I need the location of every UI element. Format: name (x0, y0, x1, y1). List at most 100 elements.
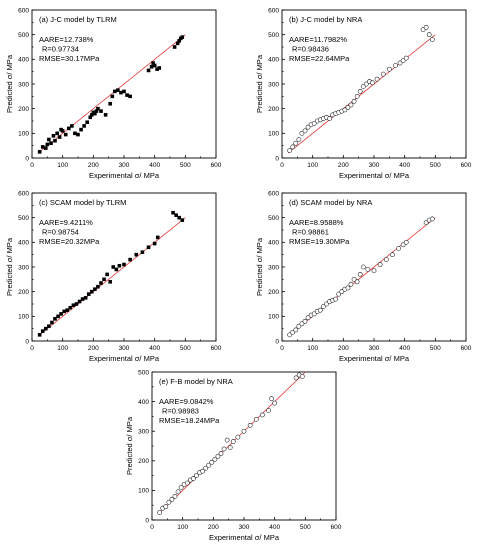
x-tick-label: 400 (399, 162, 410, 169)
data-point (423, 24, 429, 30)
data-point (290, 329, 296, 335)
x-tick-label: 600 (211, 345, 222, 352)
y-tick-label: 500 (138, 369, 149, 376)
y-tick-label: 100 (268, 314, 279, 321)
data-point (296, 323, 302, 329)
x-axis-label: Experimental σ/ MPa (89, 354, 160, 363)
data-point (333, 296, 339, 302)
x-axis-label: Experimental σ/ MPa (339, 354, 410, 363)
data-point (49, 141, 53, 145)
data-point (45, 142, 50, 147)
data-point (128, 94, 132, 99)
data-point (351, 276, 357, 282)
y-axis-label: Predicted σ/ MPa (255, 54, 264, 113)
x-tick-label: 400 (149, 162, 160, 169)
fit-line (37, 34, 186, 154)
y-tick-label: 600 (268, 7, 279, 14)
data-point (327, 116, 332, 121)
stat-line: R=0.98436 (292, 45, 329, 54)
stat-line: RMSE=30.17MPa (39, 54, 100, 63)
data-point (396, 246, 401, 251)
data-point (180, 35, 185, 39)
data-point (175, 41, 180, 46)
data-point (383, 257, 389, 262)
data-point (128, 257, 132, 262)
x-tick-label: 500 (300, 524, 311, 531)
data-point (230, 439, 236, 444)
data-point (177, 215, 181, 220)
data-point (93, 111, 97, 116)
y-tick-label: 100 (268, 131, 279, 138)
data-point (140, 250, 145, 254)
data-point (370, 80, 375, 86)
data-point (290, 144, 296, 150)
data-point (53, 138, 57, 143)
y-tick-label: 600 (268, 190, 279, 197)
panel-title: (d) SCAM model by NRA (289, 198, 372, 207)
data-point (70, 124, 74, 128)
data-point (77, 299, 82, 304)
data-point (299, 130, 305, 136)
stat-line: AARE=8.9588% (289, 218, 344, 227)
data-point (99, 109, 103, 113)
data-point (212, 456, 218, 462)
data-point (377, 262, 383, 267)
x-tick-label: 200 (338, 162, 349, 169)
chart-panel-5: 0 100 200 300 400 500 600 0 100 200 300 400 500 Exper… (125, 369, 342, 542)
data-point (302, 128, 308, 134)
data-point (76, 132, 80, 137)
x-tick-label: 400 (149, 345, 160, 352)
data-point (103, 113, 108, 117)
data-point (62, 309, 66, 314)
data-point (351, 98, 357, 104)
data-point (426, 32, 432, 38)
data-point (44, 146, 48, 150)
data-point (82, 124, 86, 128)
x-tick-label: 500 (180, 345, 191, 352)
data-point (206, 462, 212, 468)
data-point (429, 37, 435, 42)
data-point (86, 292, 91, 296)
data-point (102, 277, 106, 282)
data-point (73, 131, 77, 136)
data-point (400, 58, 406, 63)
y-tick-label: 500 (18, 215, 29, 222)
y-tick-label: 400 (138, 399, 149, 406)
y-tick-label: 100 (138, 488, 149, 495)
data-point (122, 89, 126, 94)
data-point (191, 476, 196, 481)
data-point (99, 281, 103, 285)
x-axis-label: Experimental σ/ MPa (209, 533, 280, 542)
data-point (68, 305, 73, 310)
x-axis-label: Experimental σ/ MPa (89, 171, 160, 180)
data-point (393, 63, 398, 68)
data-point (152, 241, 157, 246)
y-tick-label: 600 (18, 7, 29, 14)
stat-line: RMSE=19.30MPa (289, 237, 350, 246)
data-point (90, 289, 94, 294)
data-point (83, 296, 88, 300)
chart-panel-1: 0 100 200 300 400 500 600 0 100 200 300 400 500 600 Ex… (5, 7, 222, 180)
data-point (155, 67, 159, 71)
data-point (293, 327, 299, 333)
y-tick-label: 500 (268, 215, 279, 222)
y-tick-label: 200 (268, 106, 279, 113)
data-point (122, 262, 126, 267)
x-tick-label: 600 (461, 162, 472, 169)
x-tick-label: 500 (180, 162, 191, 169)
x-tick-label: 200 (88, 162, 99, 169)
data-point (235, 434, 241, 440)
data-point (113, 89, 117, 94)
x-tick-label: 0 (280, 345, 284, 352)
data-point (266, 408, 271, 413)
data-point (253, 416, 259, 422)
y-tick-label: 400 (18, 240, 29, 247)
panel-title: (a) J-C model by TLRM (39, 15, 117, 24)
x-tick-label: 500 (430, 162, 441, 169)
chart-panel-4: 0 100 200 300 400 500 600 0 100 200 300 400 500 600 Ex… (255, 190, 472, 363)
data-point (345, 285, 351, 291)
data-point (93, 287, 97, 291)
x-tick-label: 200 (88, 345, 99, 352)
y-tick-label: 300 (18, 264, 29, 271)
data-point (151, 61, 155, 65)
